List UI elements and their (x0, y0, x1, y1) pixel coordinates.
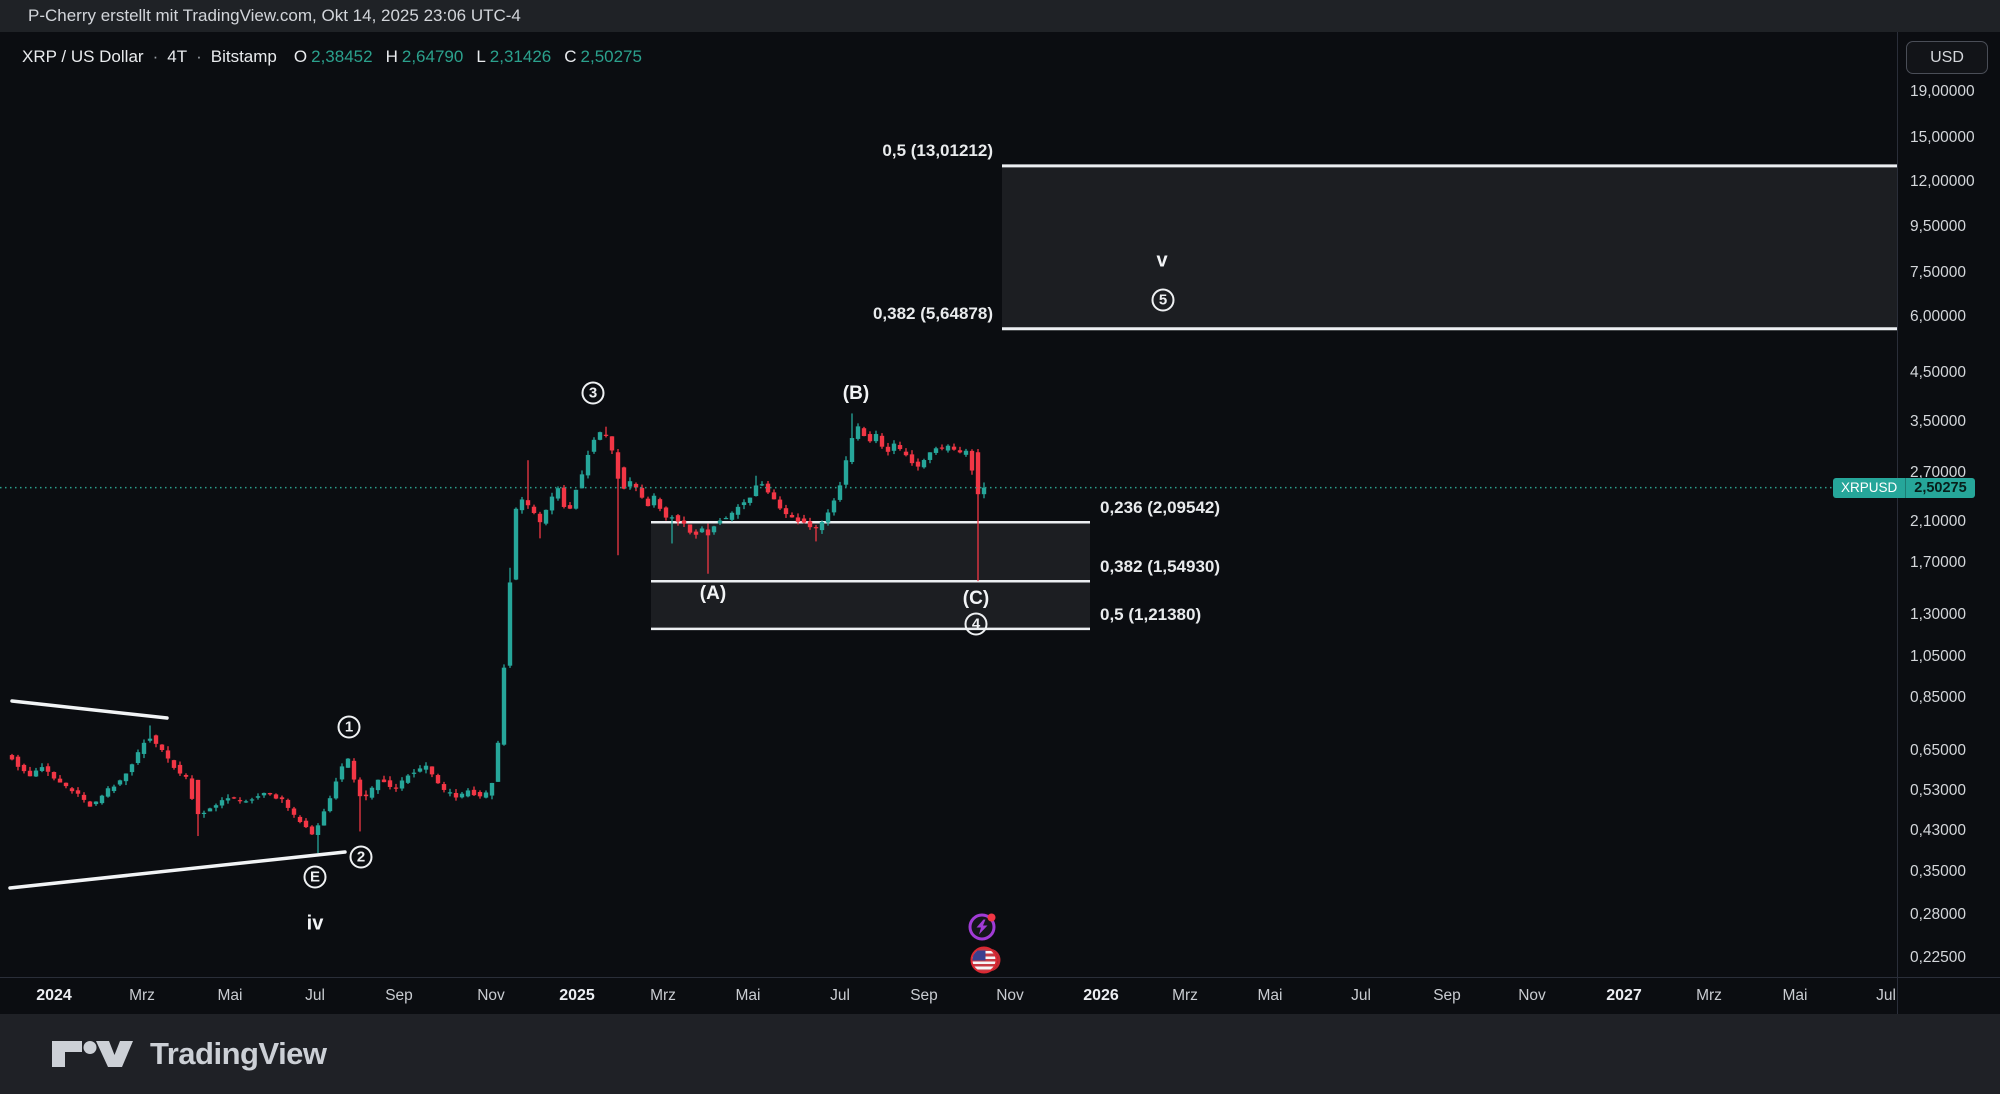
price-tick: 0,85000 (1910, 689, 1967, 707)
time-tick-month: Jul (305, 987, 325, 1004)
time-tick-month: Mrz (129, 987, 155, 1004)
currency-toggle-button[interactable]: USD (1906, 41, 1988, 74)
time-tick-month: Nov (996, 987, 1024, 1004)
ohlc-value-l: 2,31426 (489, 47, 552, 66)
last-price-tag: XRPUSD 2,50275 (1833, 477, 1975, 498)
time-tick-month: Sep (385, 987, 413, 1004)
price-tick: 12,00000 (1910, 172, 1975, 190)
time-tick-month: Mai (217, 987, 243, 1004)
time-tick-year: 2024 (36, 987, 72, 1004)
tradingview-logo[interactable]: TradingView (50, 1036, 327, 1072)
price-tick: 19,00000 (1910, 82, 1975, 100)
legend-separator: · (152, 47, 159, 66)
fib-extension-zone[interactable] (1002, 165, 1897, 329)
time-tick-month: Nov (477, 987, 505, 1004)
tradingview-wordmark: TradingView (150, 1036, 327, 1071)
price-tick: 0,28000 (1910, 906, 1967, 924)
time-tick-month: Sep (1433, 987, 1461, 1004)
price-axis[interactable]: USD 19,00000 15,00000 12,00000 9,50000 7,500… (1897, 32, 2000, 977)
ohlc-value-h: 2,64790 (401, 47, 464, 66)
price-tick: 0,43000 (1910, 822, 1967, 840)
price-tick: 0,35000 (1910, 862, 1967, 880)
time-tick-month: Mai (1782, 987, 1808, 1004)
axis-corner-divider (1897, 978, 1898, 1015)
price-tick: 9,50000 (1910, 218, 1967, 236)
price-tick: 0,22500 (1910, 948, 1967, 966)
lightning-bolt-icon (968, 913, 996, 941)
us-flag-icon (970, 946, 998, 974)
price-tick: 0,53000 (1910, 781, 1967, 799)
price-tick: 3,50000 (1910, 413, 1967, 431)
ohlc-value-o: 2,38452 (311, 47, 373, 66)
time-tick-month: Mrz (1696, 987, 1722, 1004)
time-axis[interactable]: 2024 Mrz Mai Jul Sep Nov 2025 Mrz Mai Jul Sep Nov 20… (0, 977, 2000, 1015)
ohlc-key-c: C (564, 47, 577, 66)
price-tick: 7,50000 (1910, 264, 1967, 282)
trendline-2[interactable] (8, 850, 347, 890)
time-tick-year: 2026 (1083, 987, 1119, 1004)
price-tick: 15,00000 (1910, 129, 1975, 147)
tradingview-logo-icon (52, 1041, 133, 1067)
time-tick-month: Sep (910, 987, 938, 1004)
time-tick-month: Mrz (1172, 987, 1198, 1004)
footer-bar: TradingView (0, 1014, 2000, 1094)
us-flag-event-icon[interactable] (970, 946, 998, 974)
time-tick-year: 2027 (1606, 987, 1642, 1004)
time-tick-month: Nov (1518, 987, 1546, 1004)
attribution-bar: P-Cherry erstellt mit TradingView.com, O… (0, 0, 2000, 32)
price-tag-value: 2,50275 (1905, 477, 1974, 498)
price-tick: 6,00000 (1910, 307, 1967, 325)
attribution-text: P-Cherry erstellt mit TradingView.com, O… (28, 6, 521, 25)
price-tick: 1,30000 (1910, 606, 1967, 624)
time-tick-year: 2025 (559, 987, 595, 1004)
price-tick: 1,05000 (1910, 648, 1967, 666)
price-tag-symbol: XRPUSD (1841, 480, 1898, 496)
ohlc-values: O 2,38452 H 2,64790 L 2,31426 C 2,50275 (294, 47, 651, 67)
price-tick: 2,10000 (1910, 512, 1967, 530)
symbol-title: XRP / US Dollar (22, 47, 144, 66)
trendline-1[interactable] (10, 699, 169, 720)
fib-retracement-zone-upper[interactable] (651, 522, 1090, 582)
ohlc-key-h: H (385, 47, 398, 66)
price-tick: 0,65000 (1910, 741, 1967, 759)
candles (9, 413, 987, 854)
price-tick: 4,50000 (1910, 364, 1967, 382)
legend-separator: · (196, 47, 202, 66)
ohlc-value-c: 2,50275 (580, 47, 642, 66)
symbol-legend: XRP / US Dollar · 4T · Bitstamp O 2,38452… (22, 47, 651, 67)
time-tick-month: Mai (735, 987, 761, 1004)
ohlc-key-l: L (476, 47, 486, 66)
exchange-label: Bitstamp (210, 47, 277, 66)
fib-retracement-zone-lower[interactable] (651, 581, 1090, 629)
time-tick-month: Mai (1257, 987, 1283, 1004)
price-tick: 1,70000 (1910, 554, 1967, 572)
price-tick: 2,70000 (1910, 463, 1967, 481)
time-tick-month: Jul (1351, 987, 1371, 1004)
time-tick-month: Mrz (650, 987, 676, 1004)
time-tick-month: Jul (1876, 987, 1896, 1004)
time-tick-month: Jul (830, 987, 850, 1004)
economic-event-lightning-icon[interactable] (968, 913, 996, 941)
ohlc-key-o: O (293, 47, 308, 66)
price-chart-canvas[interactable] (0, 32, 2000, 977)
interval-label: 4T (167, 47, 188, 66)
